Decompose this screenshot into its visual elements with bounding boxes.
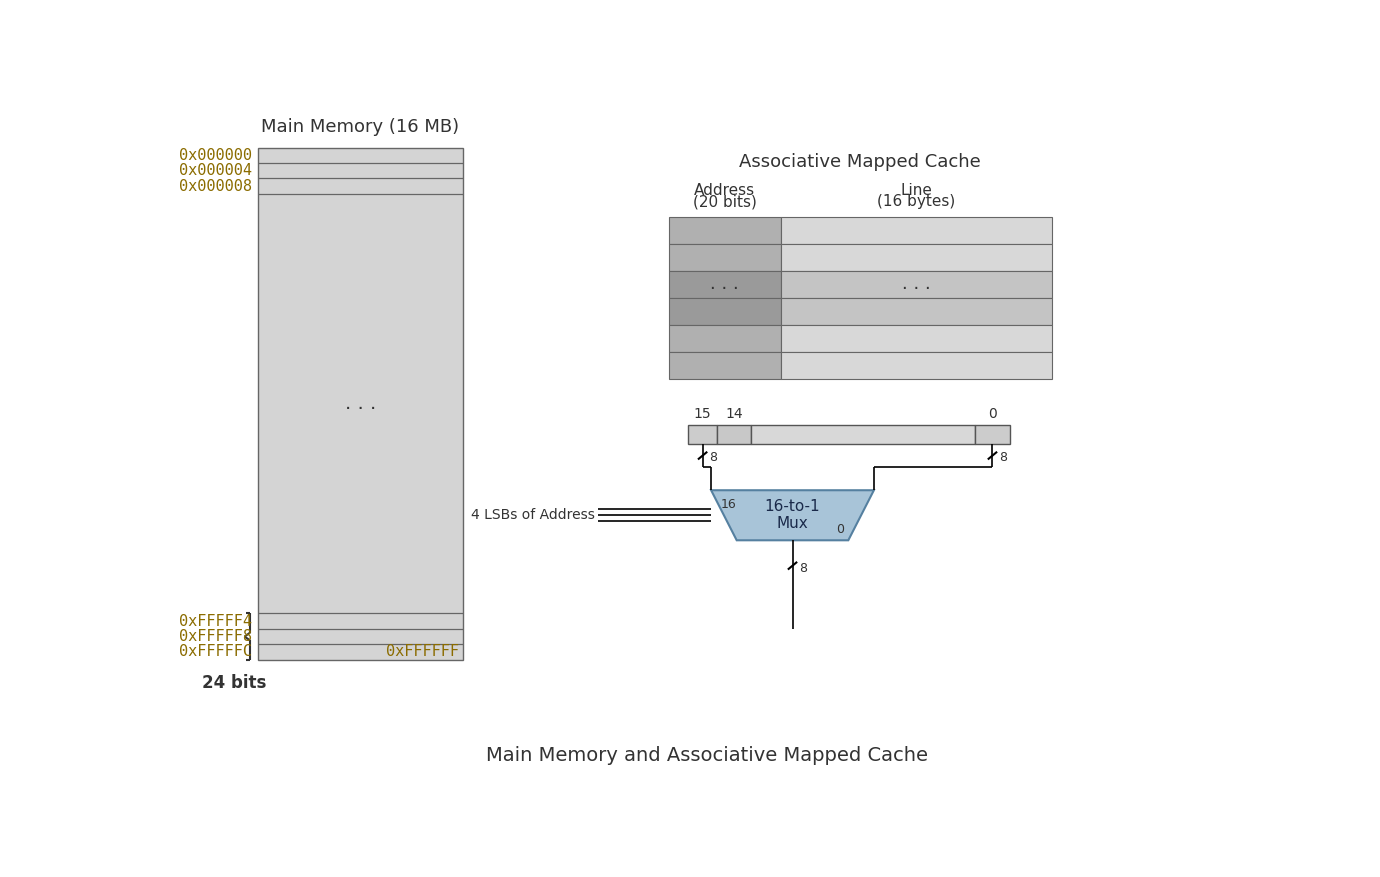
Text: Line: Line xyxy=(901,182,933,197)
Text: 0x000004: 0x000004 xyxy=(178,163,251,178)
Bar xyxy=(781,297,1052,324)
Text: (20 bits): (20 bits) xyxy=(693,194,756,210)
Text: 4 LSBs of Address: 4 LSBs of Address xyxy=(471,509,595,523)
Bar xyxy=(976,424,1010,444)
Text: . . .: . . . xyxy=(345,394,377,413)
Bar xyxy=(781,217,1052,244)
Bar xyxy=(668,297,781,324)
Bar xyxy=(668,271,781,297)
Bar xyxy=(781,271,1052,297)
Text: 8: 8 xyxy=(709,452,718,465)
Polygon shape xyxy=(711,490,874,540)
Bar xyxy=(781,244,1052,271)
Bar xyxy=(751,424,976,444)
Text: Main Memory and Associative Mapped Cache: Main Memory and Associative Mapped Cache xyxy=(486,746,929,766)
Text: 14: 14 xyxy=(724,407,742,421)
Text: 24 bits: 24 bits xyxy=(203,674,266,691)
Bar xyxy=(781,324,1052,352)
Bar xyxy=(668,352,781,379)
Text: 0: 0 xyxy=(836,524,845,537)
Text: 0x000008: 0x000008 xyxy=(178,179,251,194)
Text: . . .: . . . xyxy=(711,275,740,293)
Text: Address: Address xyxy=(694,182,755,197)
Bar xyxy=(718,424,751,444)
Text: 0xFFFFFF: 0xFFFFFF xyxy=(386,645,460,660)
Text: 16-to-1
Mux: 16-to-1 Mux xyxy=(765,499,820,531)
Bar xyxy=(668,244,781,271)
Bar xyxy=(687,424,718,444)
Text: 0xFFFFF8: 0xFFFFF8 xyxy=(178,629,251,644)
Text: 16: 16 xyxy=(720,498,736,511)
Text: (16 bytes): (16 bytes) xyxy=(878,194,955,210)
Text: . . .: . . . xyxy=(903,275,932,293)
Bar xyxy=(781,352,1052,379)
Text: 0xFFFFF4: 0xFFFFF4 xyxy=(178,614,251,629)
Bar xyxy=(668,217,781,244)
Bar xyxy=(258,147,464,660)
Text: 0x000000: 0x000000 xyxy=(178,148,251,163)
Text: Main Memory (16 MB): Main Memory (16 MB) xyxy=(261,118,460,136)
Text: 8: 8 xyxy=(799,561,807,574)
Bar xyxy=(668,324,781,352)
Text: Associative Mapped Cache: Associative Mapped Cache xyxy=(740,153,981,171)
Text: 0xFFFFFC: 0xFFFFFC xyxy=(178,645,251,660)
Text: 8: 8 xyxy=(999,452,1007,465)
Text: 15: 15 xyxy=(694,407,712,421)
Text: 0: 0 xyxy=(988,407,996,421)
